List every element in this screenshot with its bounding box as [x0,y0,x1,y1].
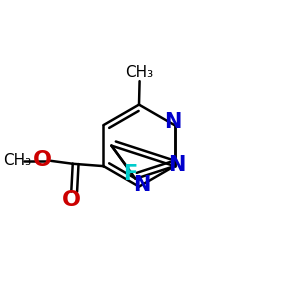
Text: N: N [133,175,151,195]
Text: O: O [33,150,52,170]
Text: CH₃: CH₃ [3,153,31,168]
Text: N: N [168,154,185,175]
Text: F: F [123,164,137,184]
Text: O: O [62,190,81,210]
Text: N: N [164,112,182,132]
Text: CH₃: CH₃ [125,65,154,80]
